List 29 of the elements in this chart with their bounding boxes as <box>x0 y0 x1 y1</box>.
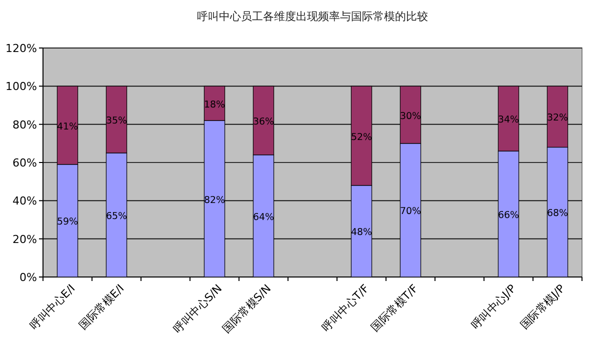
y-tick-label: 40% <box>12 194 37 208</box>
x-tick-label: 呼叫中心E/I <box>27 282 78 332</box>
data-label: 59% <box>56 216 78 228</box>
data-label: 48% <box>350 227 372 238</box>
data-label: 18% <box>204 99 226 110</box>
data-label: 32% <box>546 112 568 124</box>
y-tick-label: 60% <box>12 156 37 170</box>
data-label: 68% <box>546 208 568 220</box>
y-tick-label: 20% <box>12 232 37 246</box>
data-label: 41% <box>56 121 78 132</box>
x-tick-label: 国际常模J/P <box>518 282 568 332</box>
data-label: 34% <box>498 114 520 126</box>
data-label: 36% <box>252 116 274 128</box>
x-tick-label: 国际常模T/F <box>368 282 421 334</box>
x-tick-label: 呼叫中心J/P <box>468 282 519 332</box>
data-label: 52% <box>350 132 372 143</box>
data-label: 66% <box>498 210 520 222</box>
data-label: 64% <box>252 212 274 223</box>
x-tick-label: 国际常模E/I <box>76 282 127 332</box>
data-label: 70% <box>400 206 422 218</box>
y-tick-label: 120% <box>6 42 37 55</box>
y-tick-label: 0% <box>20 271 37 284</box>
y-tick-label: 80% <box>12 118 37 132</box>
data-label: 35% <box>106 116 128 127</box>
data-label: 30% <box>400 110 422 122</box>
chart-title: 呼叫中心员工各维度出现频率与国际常模的比较 <box>197 10 428 23</box>
data-label: 65% <box>106 210 128 222</box>
y-tick-label: 100% <box>6 80 37 94</box>
data-label: 82% <box>204 194 226 206</box>
